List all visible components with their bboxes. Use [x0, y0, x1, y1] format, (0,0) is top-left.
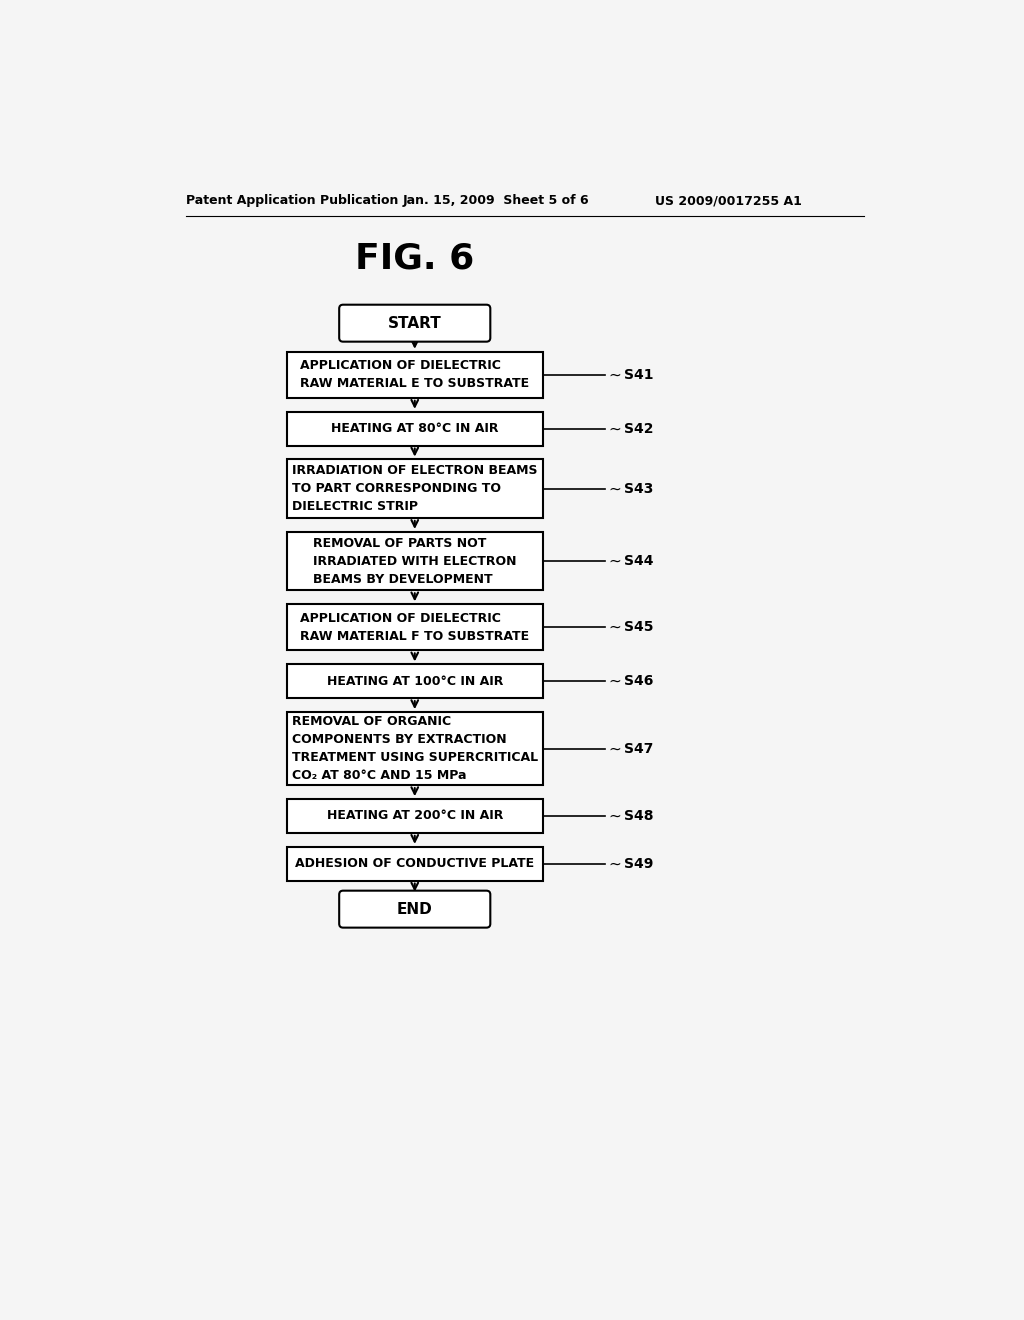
- Text: APPLICATION OF DIELECTRIC
RAW MATERIAL F TO SUBSTRATE: APPLICATION OF DIELECTRIC RAW MATERIAL F…: [300, 612, 529, 643]
- Text: S49: S49: [624, 857, 653, 871]
- Text: ~: ~: [608, 741, 622, 756]
- Text: APPLICATION OF DIELECTRIC
RAW MATERIAL E TO SUBSTRATE: APPLICATION OF DIELECTRIC RAW MATERIAL E…: [300, 359, 529, 391]
- Text: START: START: [388, 315, 441, 331]
- Bar: [287, 664, 543, 698]
- Text: S44: S44: [624, 554, 653, 568]
- Text: END: END: [397, 902, 432, 916]
- FancyBboxPatch shape: [339, 305, 490, 342]
- Text: ~: ~: [608, 421, 622, 436]
- Bar: [287, 799, 543, 833]
- Text: ~: ~: [608, 808, 622, 824]
- Text: ADHESION OF CONDUCTIVE PLATE: ADHESION OF CONDUCTIVE PLATE: [295, 857, 535, 870]
- Text: S47: S47: [624, 742, 653, 755]
- Text: HEATING AT 200°C IN AIR: HEATING AT 200°C IN AIR: [327, 809, 503, 822]
- Bar: [287, 532, 543, 590]
- Text: REMOVAL OF ORGANIC
COMPONENTS BY EXTRACTION
TREATMENT USING SUPERCRITICAL
CO₂ AT: REMOVAL OF ORGANIC COMPONENTS BY EXTRACT…: [292, 715, 538, 783]
- Bar: [287, 605, 543, 651]
- Text: ~: ~: [608, 620, 622, 635]
- Bar: [287, 711, 543, 785]
- Text: ~: ~: [608, 673, 622, 689]
- Text: S45: S45: [624, 620, 653, 635]
- Text: S42: S42: [624, 421, 653, 436]
- Text: ~: ~: [608, 553, 622, 569]
- Bar: [287, 412, 543, 446]
- Text: S46: S46: [624, 675, 653, 688]
- Text: Jan. 15, 2009  Sheet 5 of 6: Jan. 15, 2009 Sheet 5 of 6: [403, 194, 590, 207]
- Text: ~: ~: [608, 482, 622, 496]
- Text: ~: ~: [608, 857, 622, 871]
- Text: S41: S41: [624, 368, 653, 381]
- FancyBboxPatch shape: [339, 891, 490, 928]
- Bar: [287, 847, 543, 880]
- Text: S43: S43: [624, 482, 653, 496]
- Bar: [287, 459, 543, 517]
- Text: HEATING AT 100°C IN AIR: HEATING AT 100°C IN AIR: [327, 675, 503, 688]
- Text: S48: S48: [624, 809, 653, 822]
- Text: IRRADIATION OF ELECTRON BEAMS
TO PART CORRESPONDING TO
DIELECTRIC STRIP: IRRADIATION OF ELECTRON BEAMS TO PART CO…: [292, 465, 538, 513]
- Bar: [287, 351, 543, 397]
- Text: FIG. 6: FIG. 6: [355, 242, 474, 276]
- Text: REMOVAL OF PARTS NOT
IRRADIATED WITH ELECTRON
BEAMS BY DEVELOPMENT: REMOVAL OF PARTS NOT IRRADIATED WITH ELE…: [313, 537, 516, 586]
- Text: US 2009/0017255 A1: US 2009/0017255 A1: [655, 194, 802, 207]
- Text: HEATING AT 80°C IN AIR: HEATING AT 80°C IN AIR: [331, 422, 499, 436]
- Text: ~: ~: [608, 367, 622, 383]
- Text: Patent Application Publication: Patent Application Publication: [186, 194, 398, 207]
